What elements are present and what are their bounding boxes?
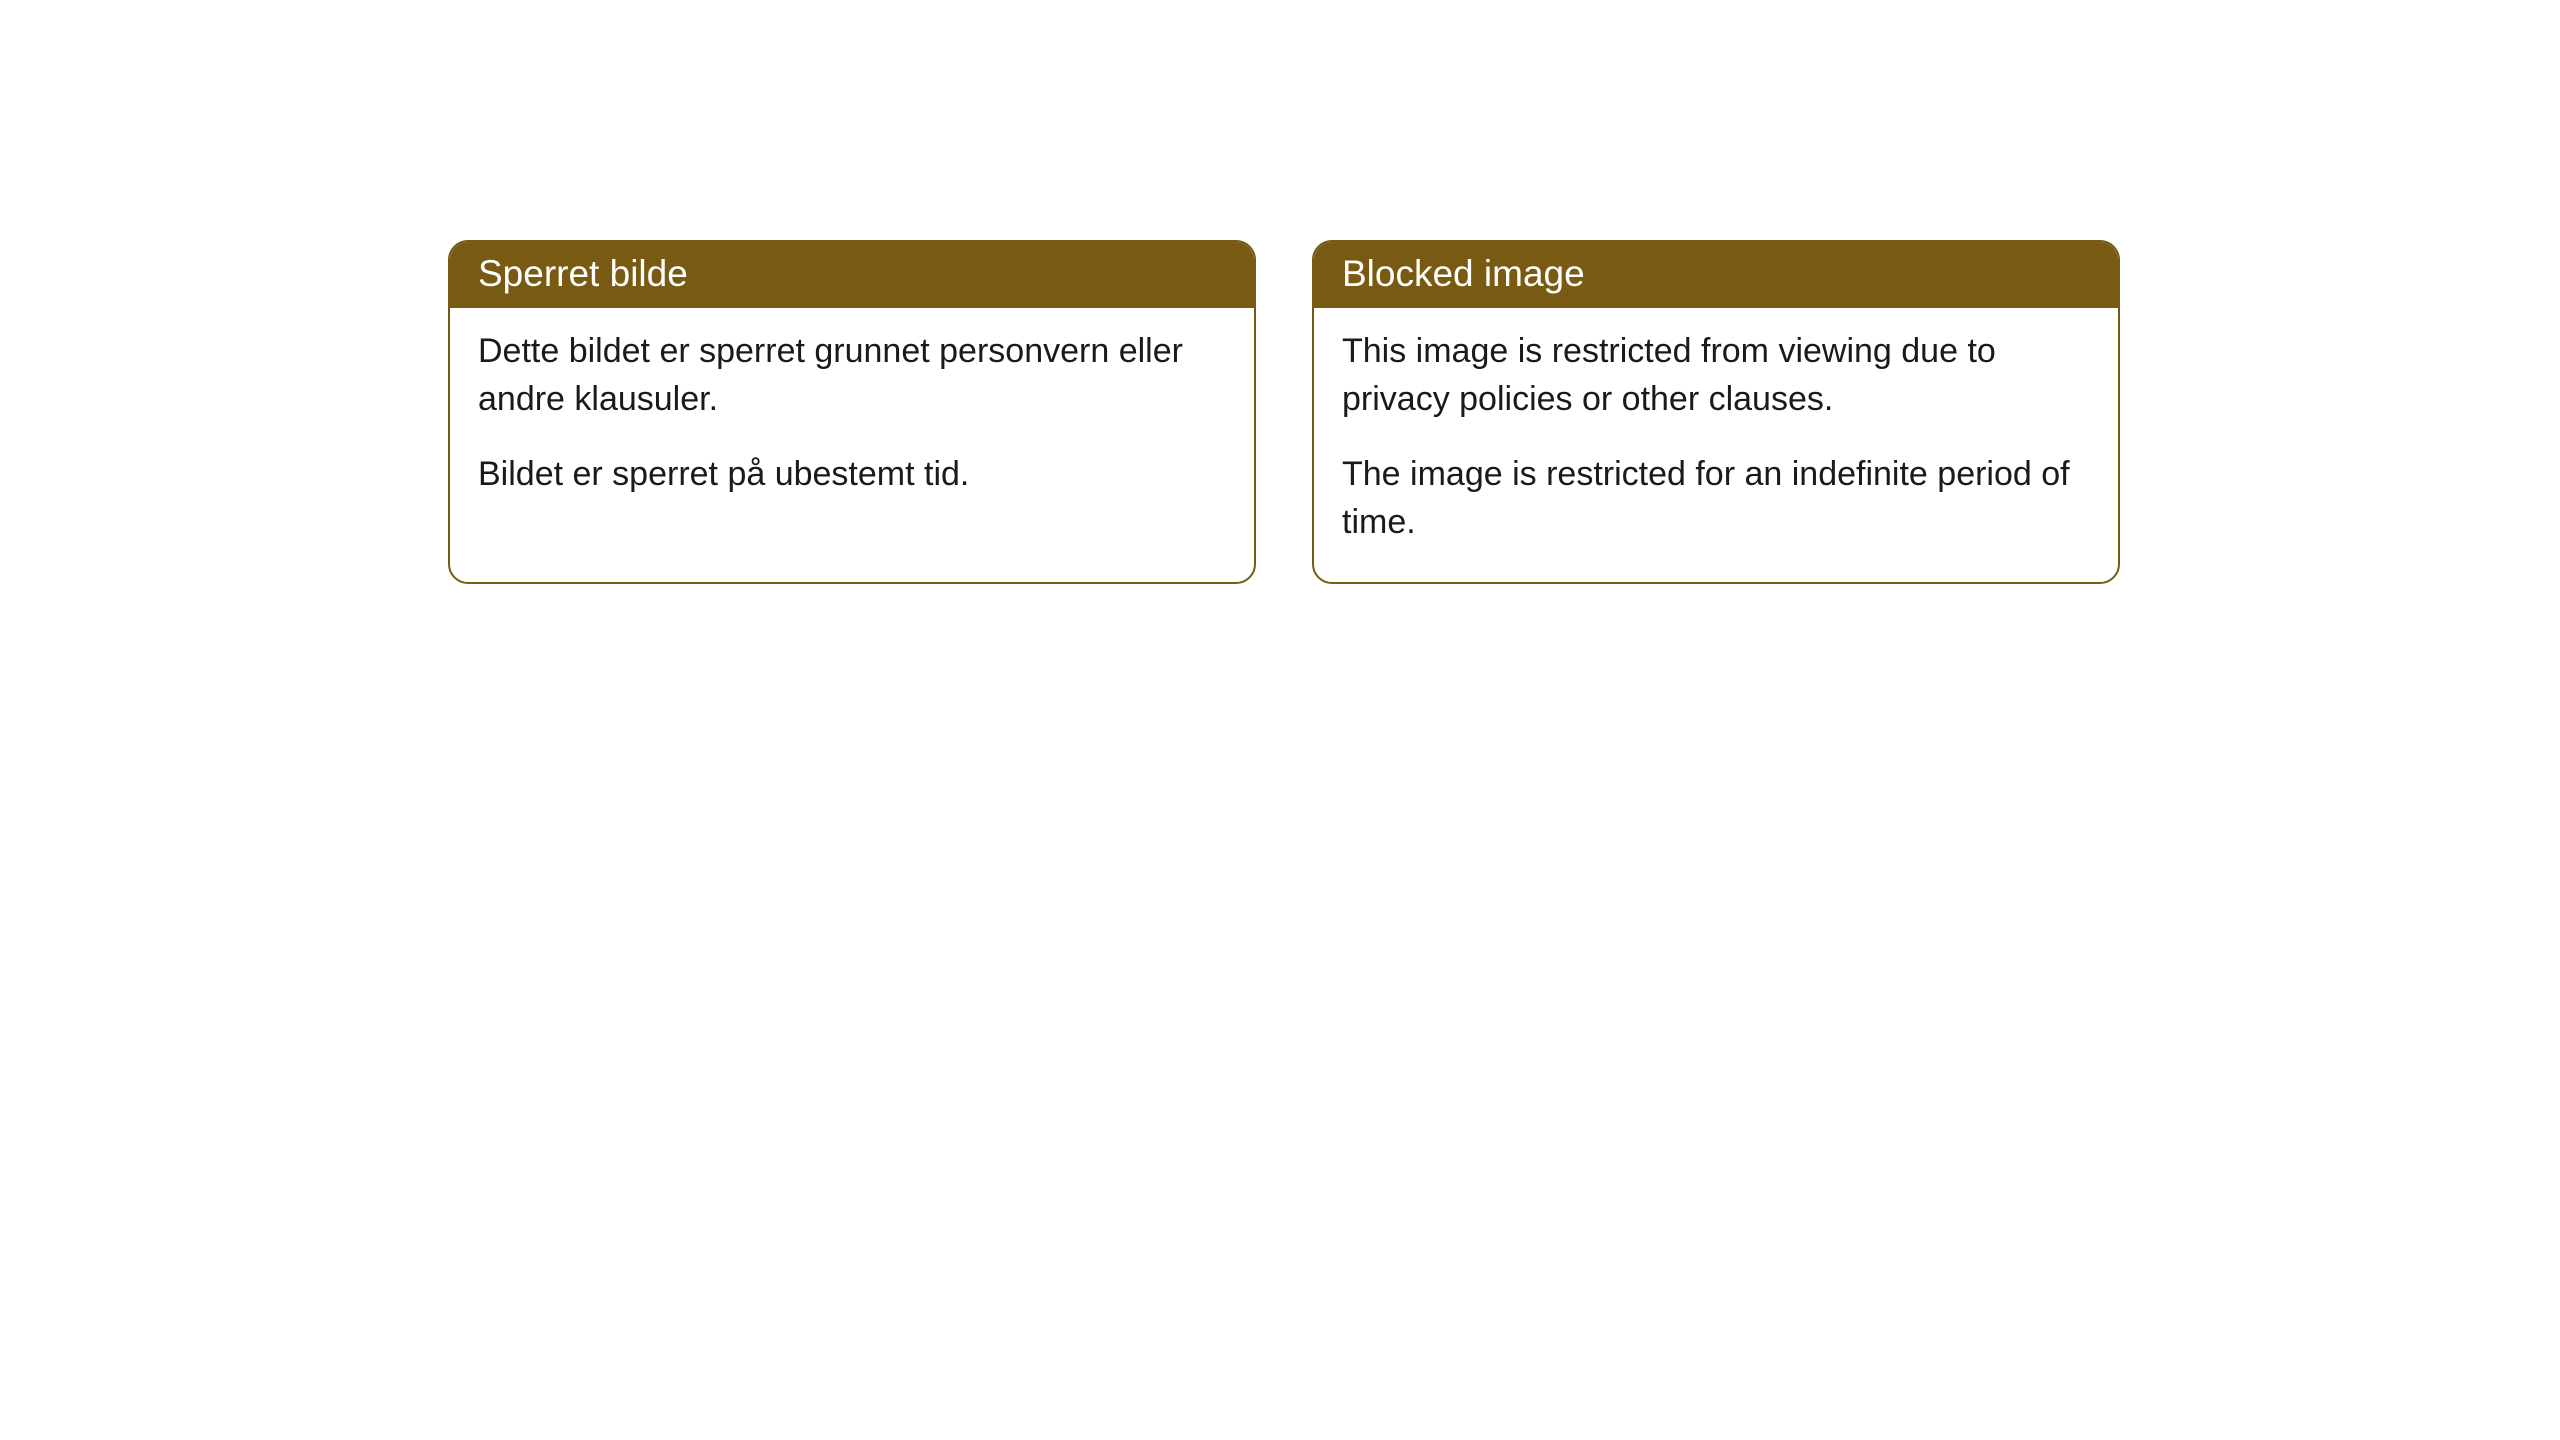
notice-body: This image is restricted from viewing du…: [1314, 308, 2118, 582]
notice-header: Blocked image: [1314, 242, 2118, 308]
notice-paragraph: Bildet er sperret på ubestemt tid.: [478, 451, 1226, 499]
notice-paragraph: This image is restricted from viewing du…: [1342, 328, 2090, 423]
notice-paragraph: The image is restricted for an indefinit…: [1342, 451, 2090, 546]
notice-header: Sperret bilde: [450, 242, 1254, 308]
notice-card-norwegian: Sperret bilde Dette bildet er sperret gr…: [448, 240, 1256, 584]
notice-paragraph: Dette bildet er sperret grunnet personve…: [478, 328, 1226, 423]
notice-body: Dette bildet er sperret grunnet personve…: [450, 308, 1254, 535]
notice-card-english: Blocked image This image is restricted f…: [1312, 240, 2120, 584]
notice-container: Sperret bilde Dette bildet er sperret gr…: [0, 0, 2560, 584]
